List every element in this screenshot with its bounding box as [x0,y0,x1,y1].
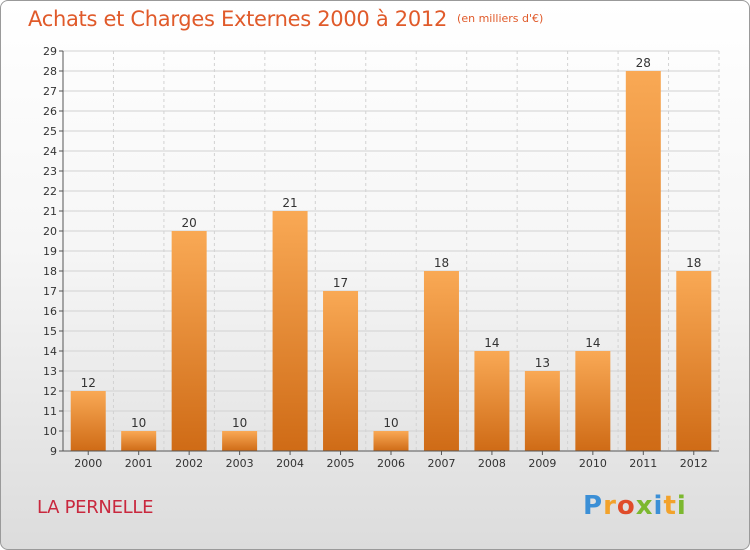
bar-2001 [121,431,157,451]
bar-2004 [272,211,308,451]
y-tick-label: 17 [43,285,57,298]
bar-2008 [474,351,510,451]
y-tick-label: 10 [43,425,57,438]
x-tick-label: 2002 [175,457,203,470]
bar-value-label: 28 [636,56,651,70]
bar-value-label: 14 [484,336,499,350]
y-tick-label: 27 [43,85,57,98]
chart-title-text: Achats et Charges Externes 2000 à 2012 [28,7,448,31]
y-tick-label: 28 [43,65,57,78]
logo-letter: r [603,491,617,521]
bar-2007 [423,271,459,451]
chart-title: Achats et Charges Externes 2000 à 2012 (e… [28,7,543,31]
logo-letter: t [663,491,677,521]
x-tick-label: 2012 [680,457,708,470]
x-tick-label: 2001 [125,457,153,470]
chart-subtitle: (en milliers d'€) [457,12,544,25]
logo-letter: i [653,491,664,521]
y-tick-label: 25 [43,125,57,138]
bar-2012 [676,271,712,451]
bar-2002 [171,231,207,451]
y-tick-label: 23 [43,165,57,178]
bar-value-label: 10 [383,416,398,430]
x-tick-label: 2005 [327,457,355,470]
x-tick-label: 2006 [377,457,405,470]
y-tick-label: 14 [43,345,57,358]
x-tick-label: 2008 [478,457,506,470]
bar-2010 [575,351,611,451]
y-tick-label: 21 [43,205,57,218]
bar-2006 [373,431,409,451]
x-tick-label: 2007 [427,457,455,470]
y-tick-label: 15 [43,325,57,338]
y-tick-label: 13 [43,365,57,378]
bar-2009 [524,371,560,451]
bar-value-label: 12 [81,376,96,390]
y-tick-label: 19 [43,245,57,258]
bar-value-label: 20 [182,216,197,230]
y-tick-label: 9 [50,445,57,458]
logo-letter: i [676,491,687,521]
bar-value-label: 18 [434,256,449,270]
bar-value-label: 13 [535,356,550,370]
bar-value-label: 10 [232,416,247,430]
bar-value-label: 21 [282,196,297,210]
y-tick-label: 29 [43,45,57,58]
bar-2005 [323,291,359,451]
bar-value-label: 14 [585,336,600,350]
grid-lines [62,50,720,452]
bar-value-label: 10 [131,416,146,430]
proxiti-logo: Proxiti [583,491,687,521]
axes: 9 10 11 12 13 14 15 16 17 18 19 20 21 22 23 24 25 26 27 28 2… [43,45,719,470]
logo-letter: x [635,491,654,521]
x-tick-label: 2003 [226,457,254,470]
logo-letter: o [616,491,636,521]
bar-value-label: 17 [333,276,348,290]
x-tick-label: 2004 [276,457,304,470]
bars: 12 10 20 10 21 17 10 18 14 13 14 28 18 [70,56,712,451]
y-tick-label: 11 [43,405,57,418]
x-tick-label: 2000 [74,457,102,470]
bar-2003 [222,431,258,451]
x-tick-label: 2011 [629,457,657,470]
bar-value-label: 18 [686,256,701,270]
y-tick-label: 12 [43,385,57,398]
bar-2011 [625,71,661,451]
x-tick-label: 2010 [579,457,607,470]
y-tick-label: 24 [43,145,57,158]
y-tick-label: 18 [43,265,57,278]
logo-letter: P [583,491,604,521]
y-tick-label: 20 [43,225,57,238]
place-name: LA PERNELLE [37,497,154,518]
bar-2000 [70,391,106,451]
y-tick-label: 16 [43,305,57,318]
y-tick-label: 26 [43,105,57,118]
x-tick-label: 2009 [528,457,556,470]
y-tick-label: 22 [43,185,57,198]
